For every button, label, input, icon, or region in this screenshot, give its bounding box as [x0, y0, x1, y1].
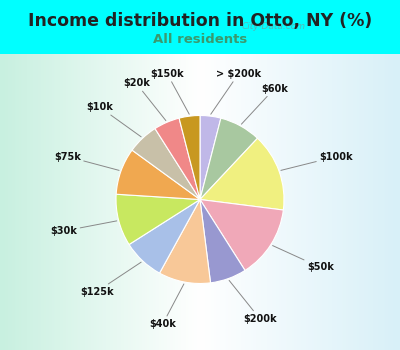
Wedge shape	[155, 118, 200, 200]
Text: $150k: $150k	[150, 69, 189, 114]
Text: $30k: $30k	[51, 221, 117, 236]
Text: $10k: $10k	[86, 102, 141, 137]
Wedge shape	[160, 199, 210, 284]
Wedge shape	[116, 150, 200, 200]
Wedge shape	[200, 138, 284, 210]
Wedge shape	[200, 199, 245, 283]
Text: All residents: All residents	[153, 33, 247, 46]
Text: $20k: $20k	[123, 78, 166, 121]
Text: $100k: $100k	[281, 152, 353, 170]
Text: $75k: $75k	[54, 152, 119, 170]
Text: > $200k: > $200k	[211, 69, 261, 114]
Wedge shape	[200, 199, 283, 271]
Wedge shape	[200, 116, 221, 199]
Text: Income distribution in Otto, NY (%): Income distribution in Otto, NY (%)	[28, 12, 372, 30]
Wedge shape	[132, 128, 200, 199]
Text: $50k: $50k	[272, 246, 334, 272]
Wedge shape	[129, 199, 200, 273]
Text: $40k: $40k	[150, 284, 184, 329]
Wedge shape	[179, 116, 200, 199]
Wedge shape	[116, 194, 200, 245]
Text: $60k: $60k	[242, 84, 288, 124]
Text: $200k: $200k	[229, 280, 276, 323]
Text: City-Data.com: City-Data.com	[242, 22, 306, 30]
Text: $125k: $125k	[80, 262, 141, 297]
Wedge shape	[200, 118, 258, 200]
